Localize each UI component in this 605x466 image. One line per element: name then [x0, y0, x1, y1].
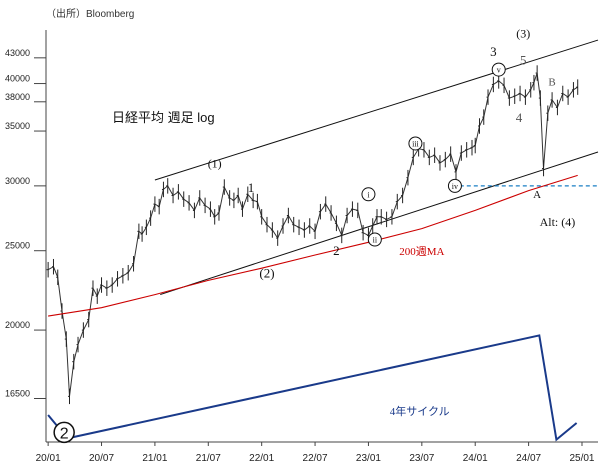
y-tick-label: 43000: [5, 48, 30, 58]
x-tick-label: 22/07: [303, 453, 328, 464]
circled-label-text: ii: [373, 236, 378, 245]
wave-label: (1): [208, 156, 222, 170]
wave-label: 5: [520, 53, 527, 68]
x-axis: 20/01 20/07 21/01 21/07 22/01 22/07 23/01 23/07…: [36, 441, 598, 464]
wave-label: 200週MA: [399, 245, 444, 258]
x-tick-label: 24/07: [516, 453, 541, 464]
x-tick-label: 21/07: [196, 453, 221, 464]
wave-label: A: [533, 189, 541, 201]
y-tick-label: 35000: [5, 121, 30, 131]
x-tick-label: 24/01: [463, 453, 488, 464]
wave-label: B: [548, 76, 555, 88]
wave-label: 2: [333, 243, 340, 258]
ma200-line: [48, 174, 578, 317]
y-tick-label: 16500: [5, 388, 30, 398]
plot-area: [46, 39, 599, 442]
y-tick-label: 38000: [5, 92, 30, 102]
x-tick-label: 23/01: [356, 453, 381, 464]
y-tick-label: 40000: [5, 74, 30, 84]
wave-label: 3: [490, 44, 497, 59]
circled-label-text: iii: [412, 139, 419, 148]
big-circle-ring: [53, 421, 75, 444]
trend-line: [154, 39, 599, 181]
x-tick-label: 22/01: [249, 453, 274, 464]
wave-label: 1: [248, 180, 255, 195]
circled-label-ring: [491, 62, 506, 77]
wave-label: Alt: (4): [540, 215, 576, 229]
wave-label: (3): [516, 27, 530, 41]
x-tick-label: 25/01: [569, 453, 594, 464]
y-tick-label: 20000: [5, 320, 30, 330]
cycle-line: [47, 334, 578, 442]
circled-label-text: v: [497, 66, 501, 75]
circled-label-ring: [367, 232, 382, 247]
x-tick-label: 20/07: [89, 453, 114, 464]
x-tick-label: 21/01: [142, 453, 167, 464]
circled-label-text: iv: [452, 182, 458, 191]
circled-label-ring: [408, 136, 423, 151]
wave-label: 4: [516, 110, 523, 125]
circled-label-ring: [447, 178, 462, 193]
big-circle-text: 2: [60, 425, 69, 442]
trend-line: [160, 151, 599, 296]
x-tick-label: 20/01: [36, 453, 61, 464]
x-tick-label: 23/07: [409, 453, 434, 464]
circled-label-ring: [361, 187, 376, 202]
y-tick-label: 30000: [5, 176, 30, 186]
source-label: （出所）Bloomberg: [46, 7, 134, 20]
wave-label: 4年サイクル: [390, 404, 450, 418]
y-tick-label: 25000: [5, 241, 30, 251]
chart-title: 日経平均 週足 log: [112, 110, 215, 125]
wave-label: (2): [259, 265, 274, 280]
y-axis: 43000 40000 38000 35000 30000 25000 20000 16500: [5, 30, 47, 442]
circled-label-text: i: [367, 190, 370, 199]
